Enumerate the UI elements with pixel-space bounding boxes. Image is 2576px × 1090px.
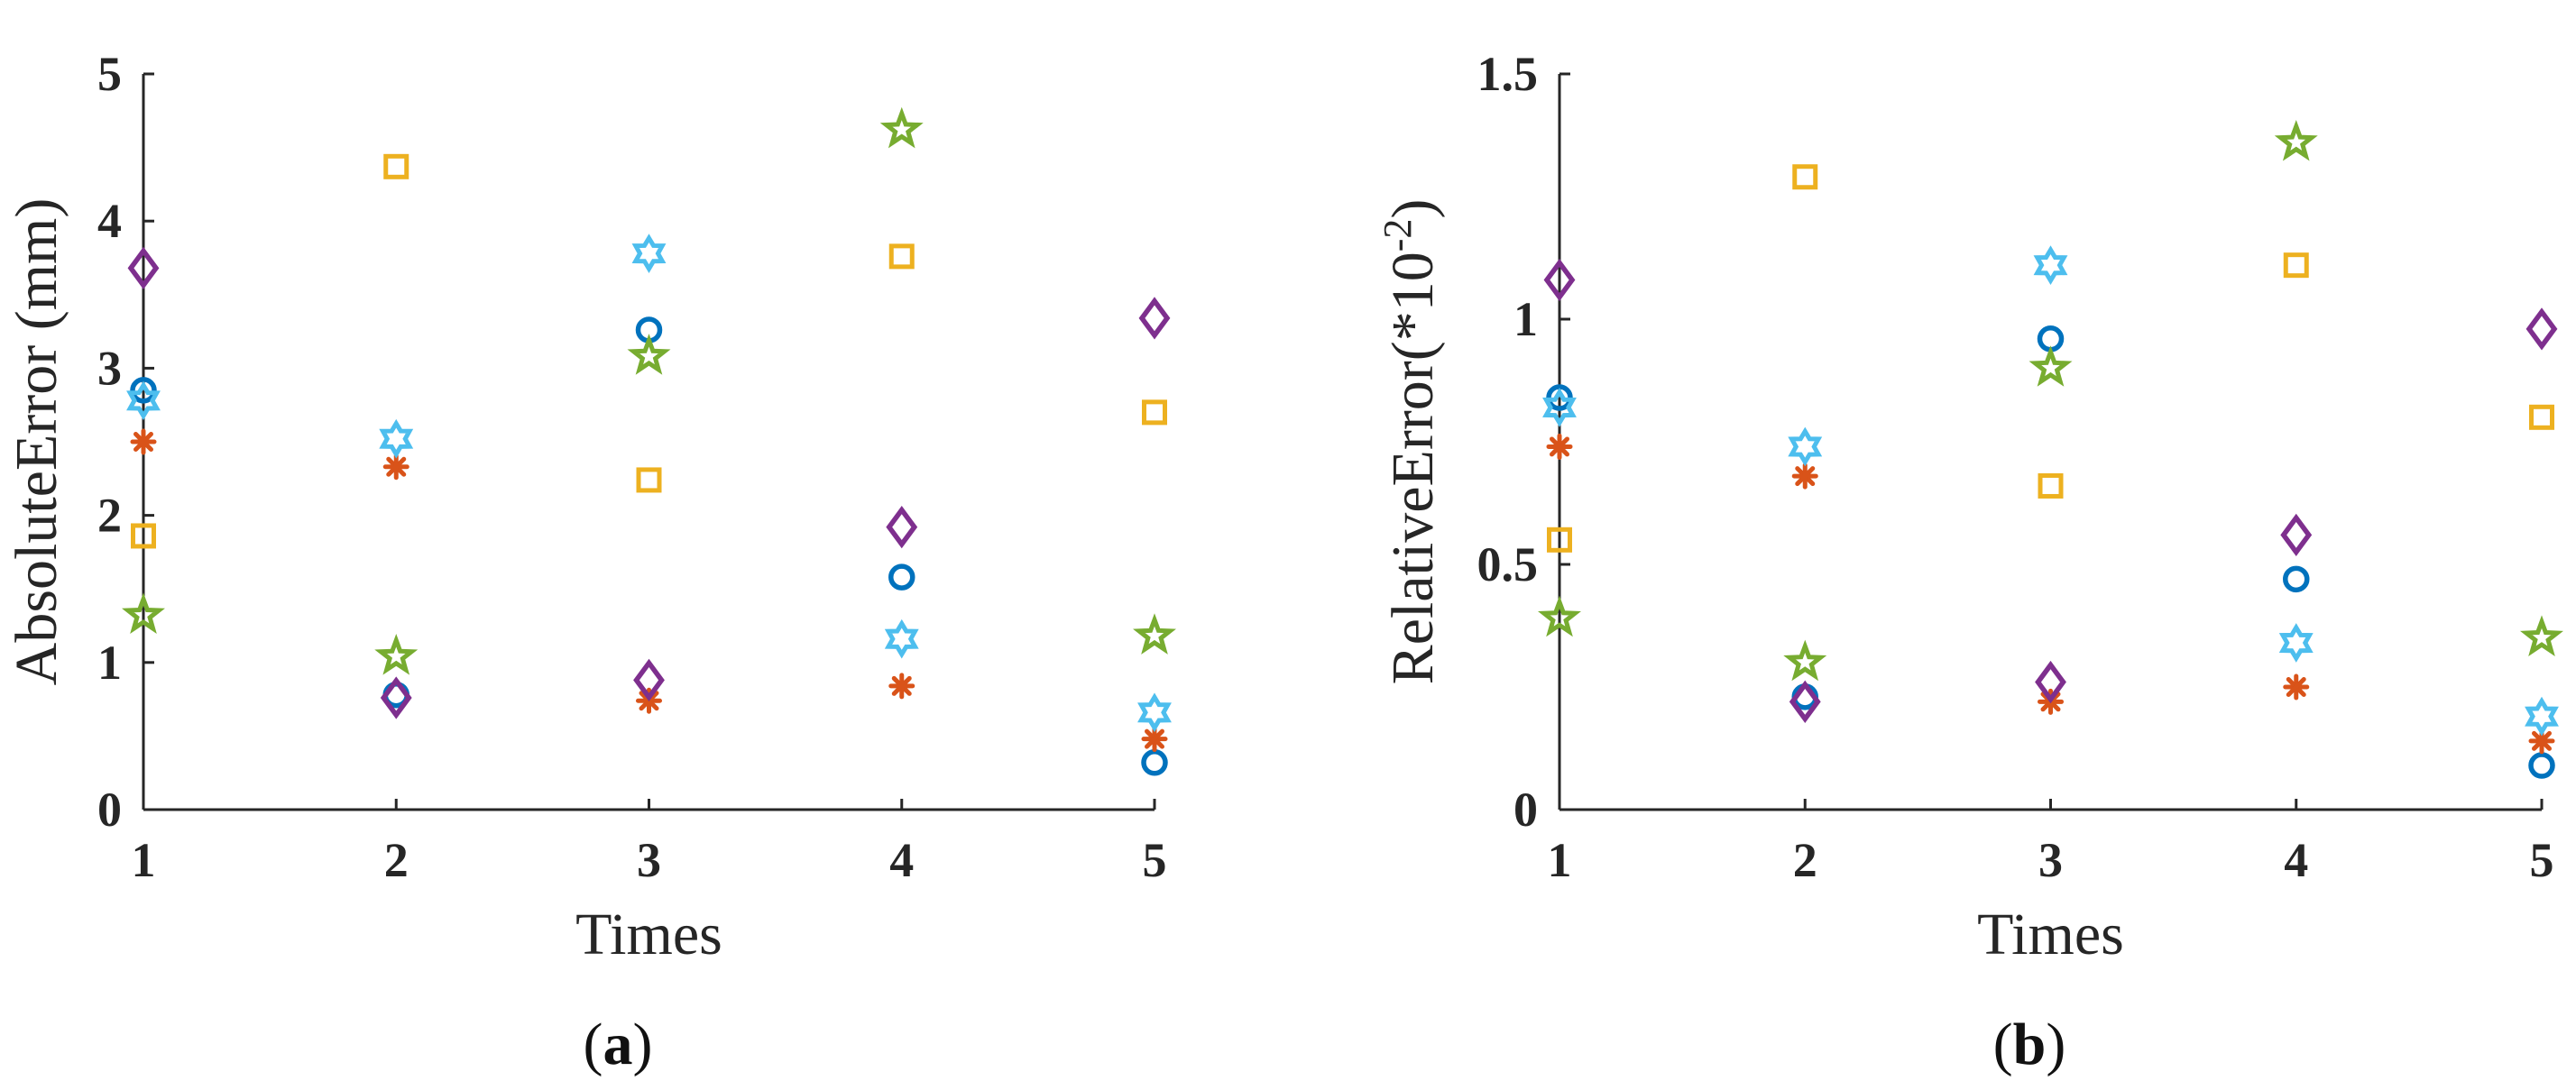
panel-b-point-circle: [2283, 565, 2310, 593]
panel-b-x-tick-label: 5: [2530, 833, 2554, 887]
panel-b-y-tick-label: 0.5: [1477, 537, 1539, 591]
panel-a-point-square: [636, 467, 662, 493]
panel-b-y-axis-title: RelativeError(*10-2): [1375, 199, 1447, 685]
panel-a-point-asterisk: [888, 673, 915, 700]
panel-b-plot: 0 0.5 1 1.5 1 2 3 4 5 Times RelativeError(*10-2) (b…: [1375, 47, 2563, 1077]
panel-a-point-diamond: [380, 676, 412, 719]
panel-b-y-tick-label: 1.5: [1477, 47, 1539, 101]
panel-a-point-asterisk: [382, 453, 409, 481]
panel-a-point-diamond: [633, 658, 665, 702]
panel-a-point-diamond: [127, 246, 160, 290]
panel-b-point-square: [2529, 404, 2554, 430]
panel-a-y-tick-label: 5: [97, 47, 122, 101]
panel-a-y-tick-label: 3: [97, 341, 122, 395]
panel-a-x-tick-label: 3: [637, 833, 661, 887]
panel-a-x-axis-title: Times: [575, 902, 722, 967]
panel-b-point-pentagram: [2274, 119, 2318, 161]
panel-a-point-pentagram: [374, 634, 419, 675]
panel-b-point-diamond: [2525, 307, 2558, 351]
panel-a-series-square: [131, 153, 1167, 549]
panel-b-x-tick-label: 3: [2038, 833, 2063, 887]
panel-b-x-tick-label: 4: [2284, 833, 2308, 887]
panel-a-point-circle: [1141, 749, 1168, 776]
panel-a-y-tick-label: 2: [97, 489, 122, 543]
panel-a-y-axis-title: AbsoluteError (mm): [4, 198, 69, 686]
panel-b-point-square: [2283, 252, 2309, 279]
panel-a-point-square: [888, 243, 915, 270]
panel-b-label: (b): [1993, 1012, 2066, 1077]
panel-a-point-diamond: [1138, 297, 1171, 340]
panel-b-point-diamond: [1543, 258, 1576, 302]
panel-a-point-hexagram: [884, 618, 919, 659]
panel-b-point-asterisk: [1791, 463, 1818, 490]
panel-a-point-hexagram: [1137, 692, 1172, 733]
panel-b-point-hexagram: [1542, 388, 1577, 427]
panel-b-point-asterisk: [2283, 673, 2310, 701]
panel-a-y-tick-label: 4: [97, 194, 122, 248]
panel-b-x-axis-title: Times: [1977, 902, 2124, 967]
panel-b-point-asterisk: [1546, 433, 1573, 460]
panel-b-point-diamond: [2280, 513, 2313, 556]
panel-b-x-tick-label: 1: [1548, 833, 1572, 887]
panel-b-point-diamond: [2035, 660, 2066, 704]
panel-a-point-square: [131, 523, 156, 549]
panel-b-point-square: [1792, 164, 1818, 190]
panel-a-series-pentagram: [122, 106, 1176, 675]
panel-b-point-diamond: [1789, 680, 1821, 723]
panel-a-y-tick-label: 0: [97, 783, 122, 837]
panel-a-point-hexagram: [126, 380, 161, 421]
panel-a-point-circle: [888, 563, 915, 591]
panel-b-point-circle: [2528, 752, 2555, 779]
panel-b-series-square: [1547, 164, 2554, 553]
panel-a-x-tick-label: 1: [132, 833, 156, 887]
panel-a-point-circle: [130, 377, 157, 404]
panel-a-point-pentagram: [122, 592, 165, 634]
panel-b-series-diamond: [1543, 258, 2558, 723]
panel-a-series-diamond: [127, 246, 1171, 719]
panel-a-point-pentagram: [627, 334, 671, 375]
panel-b-y-tick-label: 1: [1513, 292, 1538, 346]
panel-b-x-tick-label: 2: [1793, 833, 1817, 887]
panel-a-point-pentagram: [879, 106, 924, 149]
panel-a-point-diamond: [886, 506, 918, 549]
panel-b-series-asterisk: [1546, 433, 2555, 755]
panel-a-point-square: [1142, 399, 1167, 426]
panel-a-point-pentagram: [1133, 613, 1176, 655]
panel-a-point-hexagram: [631, 234, 667, 273]
panel-b-point-square: [1547, 527, 1572, 553]
panel-b-point-hexagram: [2525, 696, 2559, 737]
panel-a-x-tick-label: 2: [384, 833, 409, 887]
panel-a-point-square: [383, 153, 409, 179]
panel-b-point-hexagram: [1788, 426, 1823, 467]
panel-b-point-pentagram: [2029, 345, 2073, 387]
panel-b-series-pentagram: [1538, 119, 2563, 682]
panel-a-label: (a): [584, 1012, 653, 1077]
panel-a-x-tick-label: 4: [889, 833, 914, 887]
panel-b-point-hexagram: [2033, 245, 2068, 286]
panel-b-point-hexagram: [2278, 623, 2314, 663]
panel-a-x-tick-label: 5: [1143, 833, 1167, 887]
panel-a-point-hexagram: [379, 418, 414, 459]
panel-b-point-pentagram: [1783, 639, 1827, 682]
panel-a-series-asterisk: [130, 428, 1168, 753]
panel-a-point-asterisk: [130, 428, 157, 455]
panel-b-y-tick-label: 0: [1513, 783, 1538, 837]
panel-b-series-hexagram: [1542, 245, 2559, 737]
panel-a-y-tick-label: 1: [97, 636, 122, 690]
panel-a-series-hexagram: [126, 234, 1172, 733]
panel-b-point-pentagram: [2520, 615, 2563, 656]
panel-b-point-square: [2038, 472, 2064, 499]
panel-b-point-pentagram: [1538, 595, 1581, 637]
